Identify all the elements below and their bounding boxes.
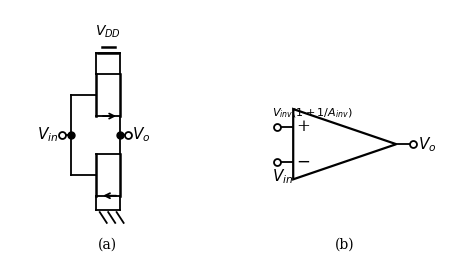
Text: $-$: $-$ bbox=[296, 153, 310, 170]
Text: $V_{inv}(1+1/A_{inv})$: $V_{inv}(1+1/A_{inv})$ bbox=[272, 106, 353, 120]
Text: (b): (b) bbox=[335, 238, 355, 252]
Text: $V_{in}$: $V_{in}$ bbox=[37, 126, 58, 144]
Text: (a): (a) bbox=[98, 238, 117, 252]
Text: $V_o$: $V_o$ bbox=[132, 126, 151, 144]
Text: $V_{in}$: $V_{in}$ bbox=[272, 167, 293, 186]
Text: +: + bbox=[297, 118, 310, 135]
Text: $V_o$: $V_o$ bbox=[418, 135, 437, 153]
Text: $V_{DD}$: $V_{DD}$ bbox=[95, 23, 121, 40]
